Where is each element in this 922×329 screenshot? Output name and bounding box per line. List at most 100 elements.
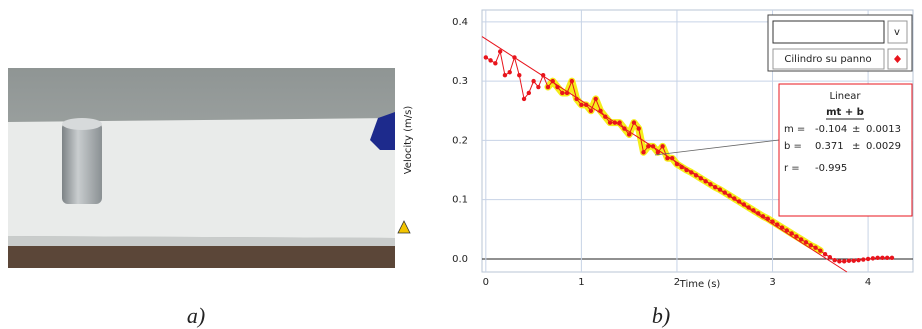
data-point — [679, 164, 684, 170]
data-point — [755, 211, 761, 216]
y-tick-label: 0.3 — [452, 76, 468, 87]
input-box[interactable] — [772, 20, 885, 44]
data-point — [531, 78, 536, 84]
data-point — [674, 161, 680, 167]
data-point — [507, 70, 512, 75]
data-point — [708, 182, 713, 187]
data-point — [851, 258, 856, 263]
data-point — [545, 84, 551, 90]
data-point — [626, 132, 632, 137]
data-point — [612, 120, 618, 125]
data-point — [569, 78, 575, 84]
data-point — [607, 120, 613, 125]
x-tick-label: 2 — [674, 277, 680, 288]
y-tick-label: 0.1 — [452, 195, 468, 206]
data-point — [751, 208, 756, 213]
data-point — [803, 240, 809, 245]
data-point — [779, 225, 785, 230]
data-point — [540, 73, 546, 78]
data-point — [636, 126, 641, 131]
data-point — [583, 102, 589, 108]
data-point — [521, 96, 527, 102]
y-axis-label: Velocity (m/s) — [403, 106, 414, 175]
data-point — [813, 245, 818, 250]
data-point — [483, 55, 489, 60]
data-point — [789, 231, 794, 236]
data-point — [593, 96, 598, 102]
data-point — [875, 255, 880, 260]
data-point — [631, 120, 637, 125]
data-point — [560, 90, 565, 96]
data-point — [770, 219, 775, 224]
dropdown-button[interactable] — [887, 20, 908, 44]
data-point — [832, 257, 837, 263]
fit-name: Linear — [829, 91, 861, 102]
data-point — [574, 96, 579, 102]
y-tick-label: 0.4 — [452, 17, 468, 28]
data-point — [865, 256, 871, 262]
fit-value: -0.995 — [815, 163, 847, 174]
data-point — [493, 61, 498, 66]
x-axis-label: Time (s) — [679, 279, 721, 290]
fit-value: 0.371 — [815, 141, 844, 152]
data-point — [655, 150, 661, 155]
fit-pm: ± — [852, 124, 860, 135]
x-tick-label: 4 — [865, 277, 871, 288]
data-point — [760, 214, 766, 219]
data-point — [684, 167, 689, 173]
data-point — [846, 258, 852, 263]
data-point — [698, 176, 704, 181]
data-point — [736, 199, 742, 204]
data-point — [765, 216, 770, 221]
data-point — [717, 187, 723, 192]
data-point — [603, 114, 608, 119]
data-point — [555, 84, 560, 90]
data-point — [727, 193, 732, 198]
photo — [8, 68, 395, 268]
data-point — [512, 55, 517, 60]
data-point — [722, 190, 727, 195]
data-point — [775, 222, 780, 227]
data-point — [856, 257, 861, 263]
data-point — [622, 126, 627, 131]
y-tick-label: 0.0 — [452, 254, 468, 265]
data-point — [564, 90, 570, 96]
data-point — [660, 144, 665, 149]
data-point — [689, 170, 694, 175]
data-point — [550, 78, 555, 84]
data-point — [837, 259, 842, 264]
data-point — [526, 90, 532, 96]
data-point — [794, 234, 799, 239]
fit-label: r = — [784, 163, 800, 174]
data-point — [617, 120, 622, 125]
data-point — [646, 144, 651, 149]
data-point — [798, 237, 804, 242]
data-point — [536, 84, 541, 90]
x-tick-label: 1 — [578, 277, 584, 288]
fit-label: b = — [784, 141, 802, 152]
data-point — [502, 73, 508, 78]
data-point — [746, 205, 751, 210]
data-point — [880, 255, 885, 260]
data-point — [818, 248, 823, 253]
x-tick-label: 3 — [769, 277, 775, 288]
data-point — [889, 255, 895, 260]
data-point — [579, 102, 584, 108]
legend-label: Cilindro su panno — [784, 54, 871, 65]
data-point — [665, 155, 670, 161]
data-point — [732, 196, 737, 201]
data-point — [588, 108, 594, 113]
fit-error: 0.0013 — [866, 124, 901, 135]
fit-label: m = — [784, 124, 805, 135]
data-point — [650, 144, 656, 149]
fit-box: Linear mt + b m = -0.104 ±0.0013 b = 0.371 ±0… — [778, 83, 913, 217]
data-point — [841, 259, 847, 264]
data-point — [822, 252, 828, 257]
data-point — [488, 58, 493, 63]
data-point — [669, 155, 675, 161]
data-point — [598, 108, 603, 113]
legend: v Cilindro su panno — [767, 14, 913, 72]
data-point — [808, 243, 813, 248]
data-point — [641, 150, 646, 155]
